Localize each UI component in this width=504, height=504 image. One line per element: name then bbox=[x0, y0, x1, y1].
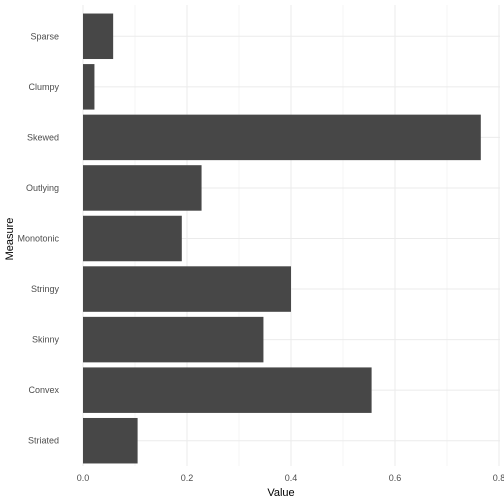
bar-convex bbox=[83, 367, 372, 413]
bar-outlying bbox=[83, 165, 202, 211]
y-tick-label: Sparse bbox=[30, 31, 59, 41]
bar-skinny bbox=[83, 316, 264, 363]
x-tick-label: 0.6 bbox=[389, 473, 402, 483]
y-tick-labels: Striated Convex Skinny Stringy Monotonic Outl… bbox=[17, 31, 59, 445]
y-tick-label: Stringy bbox=[31, 284, 60, 294]
bars bbox=[83, 13, 481, 464]
bar-clumpy bbox=[83, 64, 95, 110]
y-tick-label: Outlying bbox=[26, 183, 59, 193]
bar-stringy bbox=[83, 266, 291, 312]
y-axis-title: Measure bbox=[4, 218, 16, 261]
y-tick-label: Clumpy bbox=[28, 82, 59, 92]
x-tick-label: 0.8 bbox=[493, 473, 504, 483]
bar-monotonic bbox=[83, 215, 182, 262]
y-tick-label: Skewed bbox=[27, 132, 59, 142]
bar-skewed bbox=[83, 114, 481, 161]
bar-striated bbox=[83, 417, 138, 464]
y-tick-label: Convex bbox=[28, 385, 59, 395]
x-tick-label: 0.2 bbox=[181, 473, 194, 483]
y-tick-label: Monotonic bbox=[17, 234, 59, 244]
x-tick-label: 0.4 bbox=[285, 473, 298, 483]
y-tick-label: Striated bbox=[28, 436, 59, 446]
bar-sparse bbox=[83, 13, 114, 60]
x-tick-label: 0.0 bbox=[77, 473, 90, 483]
x-tick-labels: 0.0 0.2 0.4 0.6 0.8 bbox=[77, 473, 504, 483]
x-axis-title: Value bbox=[267, 487, 294, 499]
y-tick-label: Skinny bbox=[32, 335, 60, 345]
